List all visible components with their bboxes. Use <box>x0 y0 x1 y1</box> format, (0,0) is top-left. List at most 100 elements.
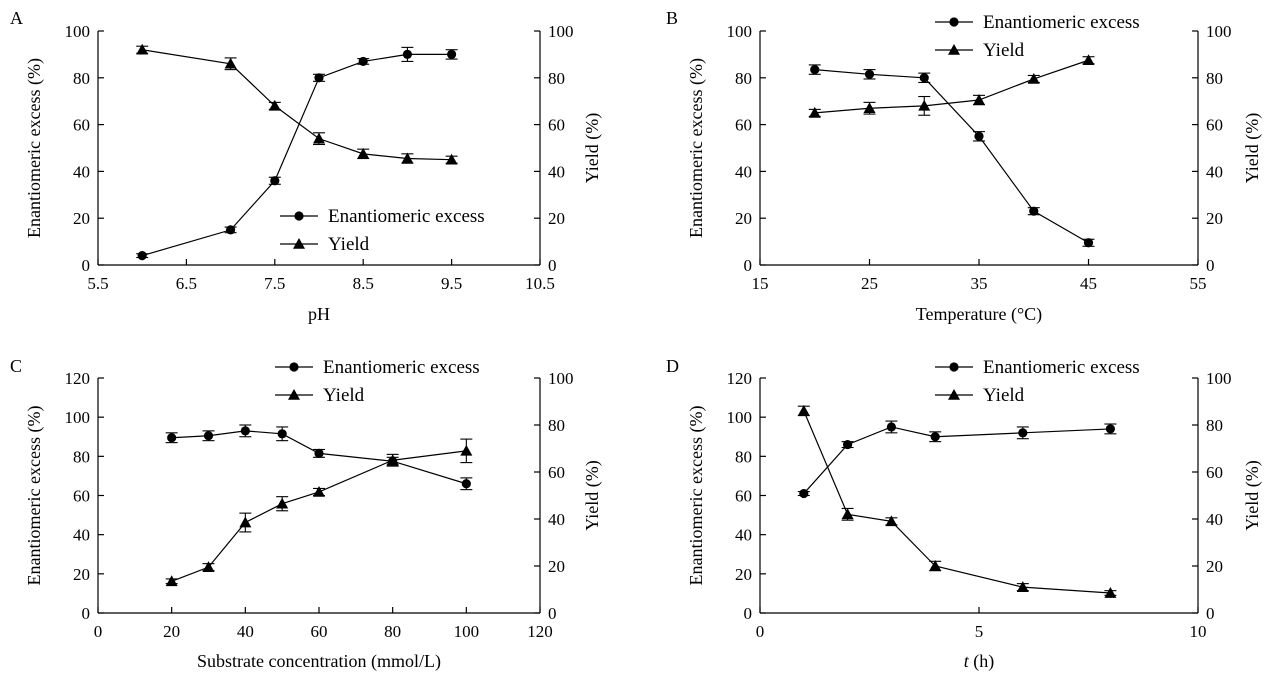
legend-label: Yield <box>323 385 365 406</box>
x-tick-label: 0 <box>94 622 103 641</box>
series-line <box>814 59 1089 114</box>
y-tick-label: 80 <box>73 69 90 88</box>
series-line <box>142 49 452 161</box>
y-tick-label: 20 <box>735 209 752 228</box>
legend-marker <box>948 44 960 55</box>
y-tick-label: 60 <box>73 487 90 506</box>
data-point <box>1082 54 1095 66</box>
x-tick-label: 9.5 <box>441 274 462 293</box>
y2-tick-label: 100 <box>1206 369 1232 388</box>
data-point <box>314 73 324 83</box>
y2-tick-label: 100 <box>1206 22 1232 41</box>
y2-tick-label: 20 <box>1206 209 1223 228</box>
y-axis-label: Enantiomeric excess (%) <box>686 406 707 586</box>
y-tick-label: 100 <box>65 22 91 41</box>
data-point <box>918 99 931 111</box>
x-tick-label: 10.5 <box>525 274 555 293</box>
y-tick-label: 40 <box>735 526 752 545</box>
legend-marker <box>289 362 299 372</box>
x-tick-label: 35 <box>971 274 988 293</box>
x-axis-label: Substrate concentration (mmol/L) <box>197 651 441 672</box>
data-point <box>886 422 897 432</box>
y-tick-label: 100 <box>727 408 753 427</box>
x-tick-label: 7.5 <box>264 274 285 293</box>
y2-tick-label: 100 <box>548 22 574 41</box>
data-point <box>386 454 399 466</box>
panel-d: D0 5 10020406080100120020406080100Enantiom… <box>666 356 1263 672</box>
y-tick-label: 120 <box>727 369 753 388</box>
y-tick-label: 20 <box>735 565 752 584</box>
x-tick-label: 8.5 <box>353 274 374 293</box>
series-circle <box>797 420 1117 499</box>
data-point <box>447 49 457 60</box>
x-axis-label: pH <box>308 304 330 324</box>
data-point <box>929 560 942 571</box>
y2-tick-label: 20 <box>548 557 565 576</box>
data-point <box>276 497 289 509</box>
data-point <box>136 43 149 55</box>
y-tick-label: 40 <box>73 526 90 545</box>
y2-tick-label: 0 <box>548 604 557 623</box>
series-triangle <box>136 43 458 165</box>
panel-c: C0 20 40 60 80 100 120020406080100120020406080… <box>10 356 603 672</box>
data-point <box>202 561 215 572</box>
y-axis-label: Enantiomeric excess (%) <box>686 58 707 238</box>
panel-letter: A <box>10 8 23 28</box>
x-tick-label: 25 <box>861 274 878 293</box>
legend: Enantiomeric excess Yield <box>275 357 480 406</box>
panel-letter: D <box>666 356 679 376</box>
y2-tick-label: 60 <box>1206 463 1223 482</box>
legend-label: Yield <box>983 385 1025 406</box>
data-point <box>919 73 929 83</box>
y-tick-label: 0 <box>82 604 91 623</box>
y-tick-label: 120 <box>65 369 91 388</box>
legend-marker <box>294 211 304 221</box>
y-tick-label: 60 <box>735 487 752 506</box>
data-point <box>268 99 281 111</box>
legend-marker <box>293 238 305 249</box>
series-triangle <box>808 54 1095 118</box>
data-point <box>797 404 810 416</box>
data-point <box>239 516 252 528</box>
data-point <box>863 102 876 114</box>
data-point <box>240 426 250 436</box>
data-point <box>357 147 370 159</box>
y2-tick-label: 40 <box>548 162 565 181</box>
legend: Enantiomeric excess Yield <box>280 206 485 255</box>
data-point <box>165 575 178 587</box>
y2-tick-label: 80 <box>548 416 565 435</box>
legend-label: Enantiomeric excess <box>983 357 1140 378</box>
x-tick-label: 6.5 <box>176 274 197 293</box>
x-tick-label: 20 <box>163 622 180 641</box>
legend-marker <box>949 362 959 372</box>
x-tick-label: 5 <box>975 622 984 641</box>
y2-tick-label: 40 <box>1206 510 1223 529</box>
data-point <box>1027 72 1040 84</box>
legend: Enantiomeric excess Yield <box>935 12 1140 61</box>
data-point <box>358 56 368 67</box>
x-tick-label: 80 <box>384 622 401 641</box>
panel-letter: C <box>10 356 22 376</box>
data-point <box>1016 581 1029 592</box>
y-tick-label: 20 <box>73 565 90 584</box>
y-tick-label: 80 <box>73 447 90 466</box>
legend-label: Yield <box>983 40 1025 61</box>
data-point <box>1018 428 1028 438</box>
legend-marker <box>288 389 300 400</box>
data-point <box>313 132 325 144</box>
y-tick-label: 60 <box>735 116 752 135</box>
x-tick-label: 0 <box>756 622 765 641</box>
x-axis-label: Temperature (°C) <box>916 304 1042 325</box>
legend-marker <box>949 17 959 27</box>
data-point <box>973 94 985 105</box>
y-tick-label: 60 <box>73 116 90 135</box>
panel-b: B15 25 35 45 55020406080100020406080100Enant… <box>666 8 1263 325</box>
y2-tick-label: 60 <box>548 463 565 482</box>
panel-letter: B <box>666 8 678 28</box>
data-point <box>277 429 287 439</box>
y-tick-label: 80 <box>735 69 752 88</box>
y-tick-label: 0 <box>744 604 753 623</box>
y2-tick-label: 100 <box>548 369 574 388</box>
y2-tick-label: 60 <box>1206 116 1223 135</box>
